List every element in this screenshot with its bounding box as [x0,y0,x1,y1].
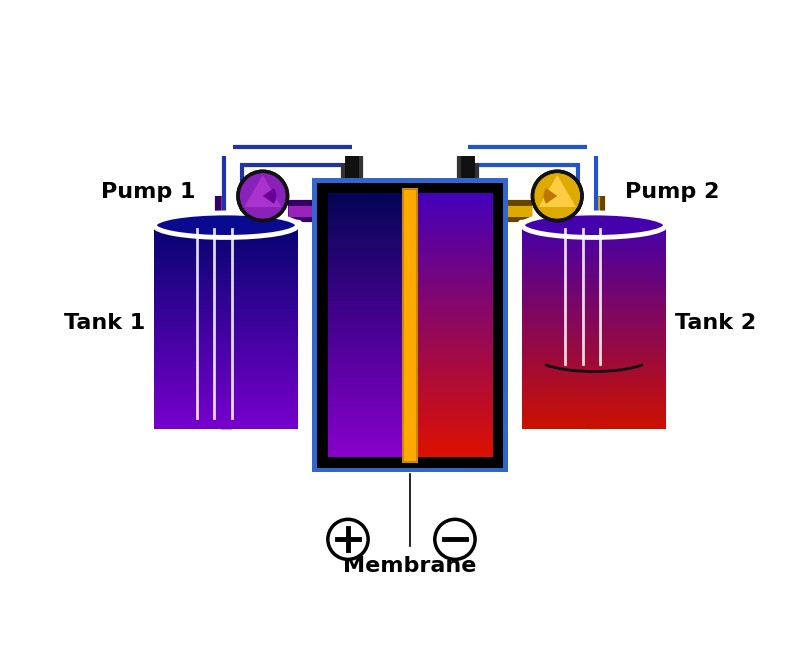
Wedge shape [544,188,558,204]
Text: Pump 1: Pump 1 [101,182,195,202]
Text: Tank 1: Tank 1 [64,313,145,333]
Circle shape [533,171,582,221]
Polygon shape [538,175,576,207]
Polygon shape [244,175,282,207]
Bar [317,183,503,467]
Ellipse shape [522,213,666,238]
Circle shape [328,519,368,559]
Wedge shape [262,188,276,204]
Bar [312,178,508,473]
Text: Pump 2: Pump 2 [625,182,719,202]
Circle shape [435,519,475,559]
Text: Membrane: Membrane [343,557,477,576]
Bar [403,189,417,462]
Text: Tank 2: Tank 2 [675,313,756,333]
Ellipse shape [154,213,298,238]
Circle shape [238,171,287,221]
